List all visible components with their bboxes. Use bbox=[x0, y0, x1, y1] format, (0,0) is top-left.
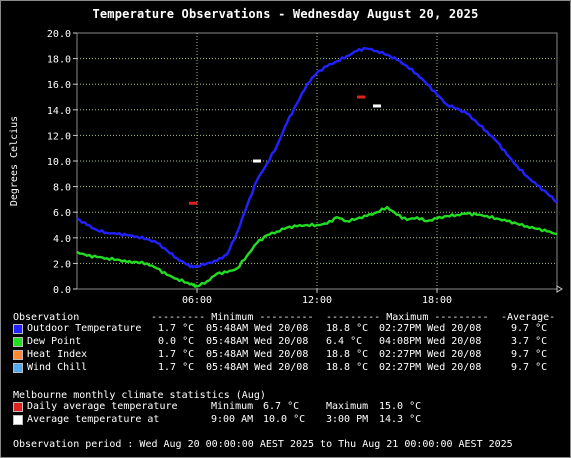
observation-period: Observation period : Wed Aug 20 00:00:00… bbox=[13, 439, 513, 450]
legend-average: 9.7 °C bbox=[511, 362, 548, 373]
legend-average: 9.7 °C bbox=[511, 349, 548, 360]
legend-max-value: 18.8 °C bbox=[326, 362, 369, 373]
x-tick-labels: 06:00 12:00 18:00 bbox=[182, 295, 452, 306]
climate-min-label: 9:00 AM bbox=[211, 414, 254, 425]
climate-header: Melbourne monthly climate statistics (Au… bbox=[13, 390, 266, 401]
y-tick-label: 6.0 bbox=[53, 208, 71, 219]
climate-min-label: Minimum bbox=[211, 401, 254, 412]
climate-max-value: 14.3 °C bbox=[379, 414, 422, 425]
legend-max-time: 02:27PM Wed 20/08 bbox=[379, 323, 482, 334]
legend-min-value: 0.0 °C bbox=[158, 336, 195, 347]
chart-title: Temperature Observations - Wednesday Aug… bbox=[92, 7, 479, 21]
climate-label: Average temperature at bbox=[27, 414, 160, 425]
legend-series-name: Heat Index bbox=[27, 349, 88, 360]
y-tick-label: 4.0 bbox=[53, 234, 71, 245]
climate-max-label: 3:00 PM bbox=[326, 414, 369, 425]
legend-min-value: 1.7 °C bbox=[158, 362, 195, 373]
legend-header-maximum: --------- Maximum --------- bbox=[326, 312, 489, 323]
climate-marker-1 bbox=[373, 104, 381, 108]
legend-header-average: -Average- bbox=[501, 312, 556, 323]
legend-swatch bbox=[13, 350, 23, 360]
legend-average: 9.7 °C bbox=[511, 323, 548, 334]
y-tick-label: 14.0 bbox=[47, 106, 71, 117]
climate-swatch bbox=[13, 402, 23, 412]
legend-max-time: 04:08PM Wed 20/08 bbox=[379, 336, 482, 347]
climate-markers bbox=[189, 95, 381, 205]
y-tick-label: 20.0 bbox=[47, 29, 71, 40]
legend-average: 3.7 °C bbox=[511, 336, 548, 347]
legend-max-time: 02:27PM Wed 20/08 bbox=[379, 362, 482, 373]
climate-marker-1 bbox=[253, 159, 261, 163]
legend-header-minimum: --------- Minimum --------- bbox=[151, 312, 314, 323]
legend-series-name: Dew Point bbox=[27, 336, 82, 347]
legend-series-name: Wind Chill bbox=[27, 362, 88, 373]
y-axis-label: Degrees Celcius bbox=[9, 116, 20, 206]
climate-max-label: Maximum bbox=[326, 401, 369, 412]
legend-swatch bbox=[13, 363, 23, 373]
legend-max-time: 02:27PM Wed 20/08 bbox=[379, 349, 482, 360]
legend-min-value: 1.7 °C bbox=[158, 323, 195, 334]
legend-swatch bbox=[13, 324, 23, 334]
x-tick-label: 06:00 bbox=[182, 295, 212, 306]
legend-min-time: 05:48AM Wed 20/08 bbox=[206, 349, 309, 360]
y-tick-label: 8.0 bbox=[53, 183, 71, 194]
x-tick-label: 18:00 bbox=[422, 295, 452, 306]
series-lines bbox=[76, 46, 558, 288]
legend-min-value: 1.7 °C bbox=[158, 349, 195, 360]
series-line-0 bbox=[76, 46, 558, 269]
x-tick-label: 12:00 bbox=[302, 295, 332, 306]
legend-min-time: 05:48AM Wed 20/08 bbox=[206, 323, 309, 334]
legend-swatch bbox=[13, 337, 23, 347]
legend-max-value: 18.8 °C bbox=[326, 323, 369, 334]
climate-min-value: 10.0 °C bbox=[263, 414, 306, 425]
climate-label: Daily average temperature bbox=[27, 401, 178, 412]
y-tick-label: 10.0 bbox=[47, 157, 71, 168]
climate-min-value: 6.7 °C bbox=[263, 401, 300, 412]
plot-area: 0.02.04.06.08.010.012.014.016.018.020.0 … bbox=[9, 29, 563, 306]
grid bbox=[73, 32, 557, 293]
climate-max-value: 15.0 °C bbox=[379, 401, 422, 412]
y-tick-label: 18.0 bbox=[47, 55, 71, 66]
y-tick-label: 0.0 bbox=[53, 285, 71, 296]
legend-min-time: 05:48AM Wed 20/08 bbox=[206, 362, 309, 373]
legend-series-name: Outdoor Temperature bbox=[27, 323, 142, 334]
climate-swatch bbox=[13, 415, 23, 425]
legend-max-value: 18.8 °C bbox=[326, 349, 369, 360]
x-axis-arrow bbox=[556, 285, 563, 293]
climate-marker-0 bbox=[189, 201, 197, 205]
series-line-1 bbox=[76, 205, 558, 288]
y-tick-labels: 0.0 2.0 4.0 6.0 8.0 10.0 12.0 14.0 16.0 18.0 20.0 bbox=[47, 29, 71, 296]
y-tick-label: 16.0 bbox=[47, 80, 71, 91]
climate-marker-0 bbox=[357, 95, 365, 99]
legend-min-time: 05:48AM Wed 20/08 bbox=[206, 336, 309, 347]
legend-header-observation: Observation bbox=[13, 312, 80, 323]
legend-max-value: 6.4 °C bbox=[326, 336, 363, 347]
y-tick-label: 12.0 bbox=[47, 131, 71, 142]
y-tick-label: 2.0 bbox=[53, 259, 71, 270]
